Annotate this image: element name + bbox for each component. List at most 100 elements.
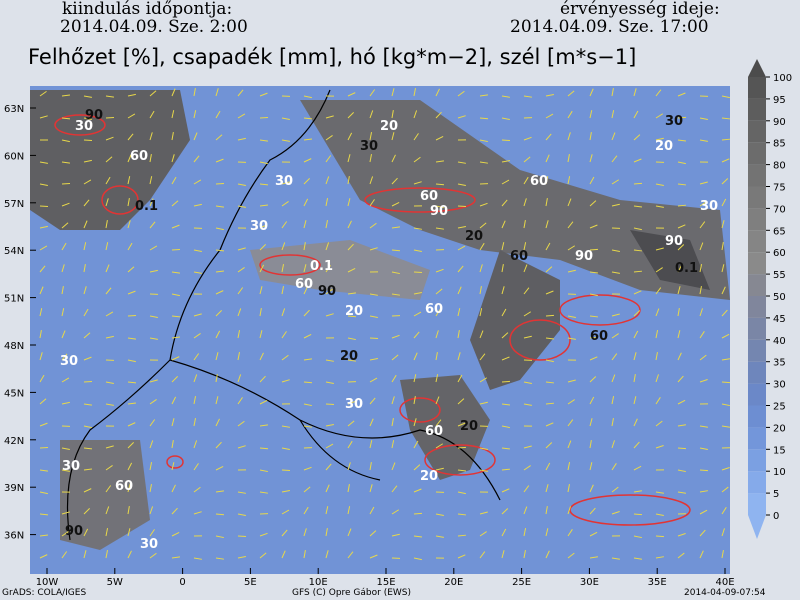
wind-barb	[347, 528, 352, 537]
wind-barb	[171, 462, 175, 471]
wind-barb	[523, 381, 532, 384]
wind-barb	[61, 551, 68, 559]
colorbar-swatch	[748, 208, 766, 231]
wind-barb	[677, 308, 680, 317]
wind-barb	[83, 550, 87, 559]
wind-barb	[83, 332, 91, 339]
contour-label: 30	[60, 354, 78, 369]
wind-barb	[677, 224, 686, 229]
wind-barb	[611, 418, 614, 427]
wind-barb	[545, 422, 554, 427]
valid-time: 2014.04.09. Sze. 17:00	[510, 17, 709, 37]
wind-barb	[127, 484, 131, 493]
wind-barb	[193, 155, 200, 163]
wind-barb	[303, 333, 312, 339]
wind-barb	[523, 485, 530, 493]
wind-barb	[611, 396, 615, 405]
wind-barb	[369, 293, 378, 296]
footer-right: 2014-04-09-07:54	[684, 588, 766, 598]
wind-barb	[149, 484, 152, 493]
cloud-area	[30, 90, 190, 230]
wind-barb	[699, 181, 708, 185]
contour-label: 90	[430, 204, 448, 219]
wind-barb	[567, 379, 576, 383]
wind-barb	[281, 447, 290, 451]
wind-barb	[523, 242, 527, 251]
wind-barb	[589, 271, 598, 274]
colorbar-label: 10	[773, 467, 786, 478]
contour-label: 20	[465, 229, 483, 244]
wind-barb	[171, 356, 180, 361]
wind-barb	[193, 396, 197, 405]
wind-barb	[127, 422, 136, 427]
wind-barb	[655, 183, 664, 186]
wind-barb	[655, 535, 665, 538]
wind-barb	[413, 535, 422, 538]
wind-barb	[325, 242, 330, 251]
wind-barb	[391, 271, 400, 275]
wind-barb	[633, 182, 643, 185]
wind-barb	[545, 266, 553, 273]
wind-barb	[413, 133, 419, 141]
wind-barb	[237, 420, 245, 427]
lat-label: 45N	[4, 388, 24, 399]
wind-barb	[215, 249, 225, 252]
wind-barb	[171, 484, 176, 493]
wind-barb	[83, 488, 92, 493]
colorbar-label: 80	[773, 161, 786, 172]
wind-barb	[105, 198, 109, 207]
wind-barb	[699, 221, 706, 229]
wind-barb	[105, 95, 114, 98]
wind-barb	[237, 397, 243, 405]
wind-barb	[83, 528, 89, 537]
wind-barb	[721, 506, 727, 515]
wind-barb	[721, 309, 728, 317]
wind-barb	[457, 115, 466, 119]
wind-barb	[347, 92, 356, 97]
cloud-area	[300, 100, 730, 300]
wind-barb	[721, 178, 729, 185]
colorbar-swatch	[748, 317, 766, 340]
wind-barb	[655, 556, 664, 559]
wind-barb	[347, 337, 356, 341]
wind-barb	[215, 490, 224, 493]
map-title: Felhőzet [%], csapadék [mm], hó [kg*m−2]…	[28, 45, 636, 69]
wind-barb	[523, 287, 530, 295]
wind-barb	[39, 330, 42, 339]
colorbar-swatch	[748, 98, 766, 121]
wind-barb	[171, 248, 181, 251]
lon-label: 5E	[244, 577, 257, 588]
wind-barb	[633, 158, 642, 163]
wind-barb	[259, 308, 262, 317]
wind-barb	[281, 469, 291, 472]
cloud-area	[400, 375, 490, 480]
contour-label: 30	[250, 219, 268, 234]
wind-barb	[193, 463, 199, 471]
wind-barb	[699, 469, 709, 472]
wind-barb	[413, 418, 417, 427]
wind-barb	[281, 201, 289, 207]
wind-barb	[413, 396, 416, 405]
wind-barb	[193, 418, 196, 427]
wind-barb	[567, 462, 571, 471]
wind-barb	[215, 270, 225, 273]
wind-barb	[149, 337, 158, 340]
wind-barb	[325, 313, 334, 317]
colorbar-label: 70	[773, 204, 786, 215]
wind-barb	[281, 117, 290, 120]
wind-barb	[721, 528, 725, 537]
wind-barb	[589, 507, 596, 515]
wind-barb	[479, 161, 488, 164]
wind-barb	[677, 469, 686, 473]
wind-barb	[61, 117, 71, 120]
wind-barb	[523, 95, 532, 98]
wind-barb	[127, 242, 133, 251]
wind-barb	[61, 308, 65, 317]
wind-barb	[61, 531, 69, 537]
contour-label: 60	[590, 329, 608, 344]
wind-barb	[39, 491, 48, 495]
wind-barb	[677, 375, 684, 383]
wind-barb	[545, 381, 555, 384]
wind-barb	[501, 199, 508, 207]
wind-barb	[721, 158, 730, 163]
